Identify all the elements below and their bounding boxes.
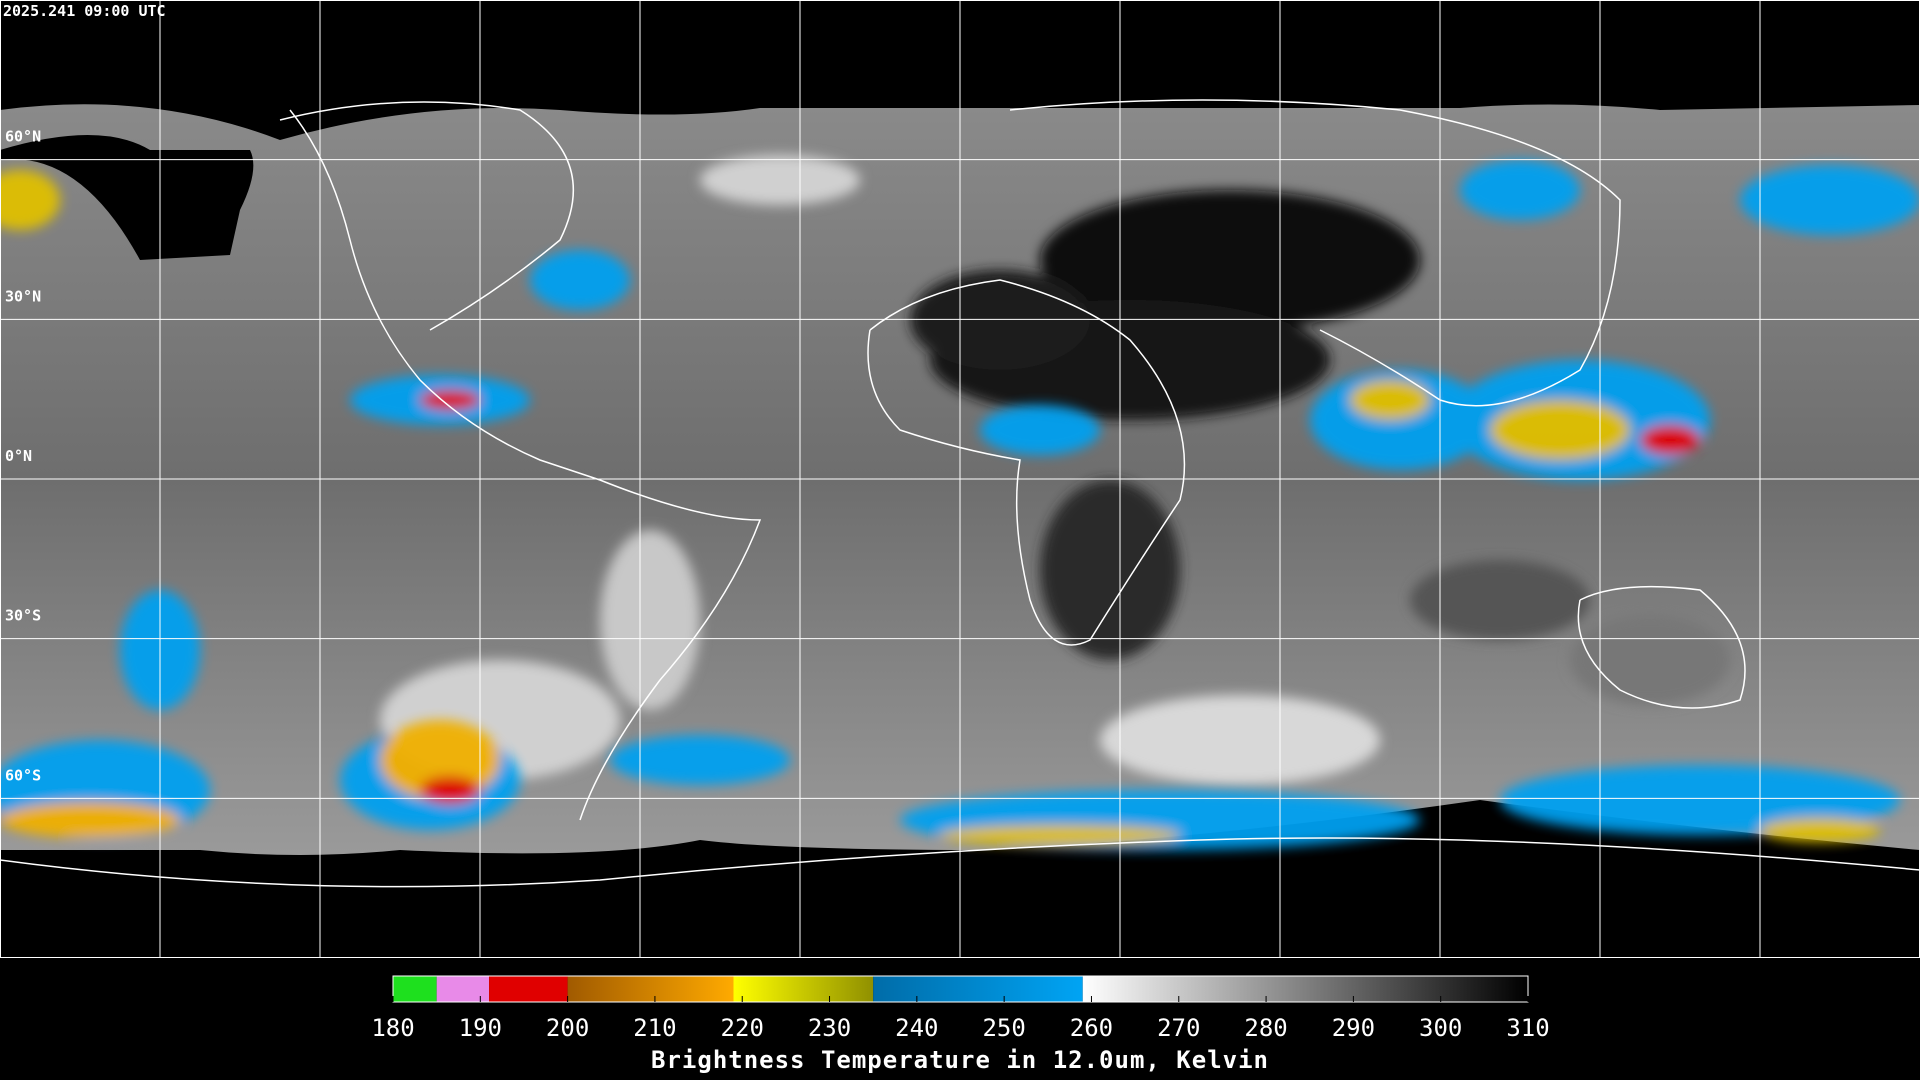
colorbar-tick-label: 280 — [1244, 1014, 1287, 1042]
colorbar-tick-label: 300 — [1419, 1014, 1462, 1042]
colorbar-tick-label: 220 — [721, 1014, 764, 1042]
colorbar-tick-label: 240 — [895, 1014, 938, 1042]
colorbar-segment — [733, 976, 874, 1002]
colorbar-segment — [1082, 976, 1528, 1002]
colorbar-tick-label: 260 — [1070, 1014, 1113, 1042]
latitude-label: 60°N — [5, 128, 41, 146]
colorbar-frame — [392, 975, 1529, 1003]
colorbar: 180 190 200 210 220 230 240 250 260 270 280 290 300 3… — [371, 975, 1550, 1042]
colorbar-segment — [436, 976, 490, 1002]
latitude-label: 60°S — [5, 766, 41, 784]
colorbar-tick-label: 290 — [1332, 1014, 1375, 1042]
colorbar-tick-label: 230 — [808, 1014, 851, 1042]
colorbar-tick-label: 210 — [633, 1014, 676, 1042]
colorbar-title: Brightness Temperature in 12.0um, Kelvin — [651, 1046, 1269, 1074]
colorbar-tick-label: 180 — [371, 1014, 414, 1042]
colorbar-segment — [873, 976, 1083, 1002]
latitude-label: 30°N — [5, 287, 41, 305]
colorbar-segment — [567, 976, 734, 1002]
colorbar-tick-label: 310 — [1506, 1014, 1549, 1042]
colorbar-tick-label: 190 — [459, 1014, 502, 1042]
latitude-label: 30°S — [5, 607, 41, 625]
colorbar-segment — [489, 976, 568, 1002]
colorbar-segment — [393, 976, 437, 1002]
colorbar-tick-label: 200 — [546, 1014, 589, 1042]
colorbar-tick-label: 270 — [1157, 1014, 1200, 1042]
colorbar-tick-label: 250 — [982, 1014, 1025, 1042]
latitude-label: 0°N — [5, 447, 32, 465]
timestamp: 2025.241 09:00 UTC — [3, 2, 166, 20]
